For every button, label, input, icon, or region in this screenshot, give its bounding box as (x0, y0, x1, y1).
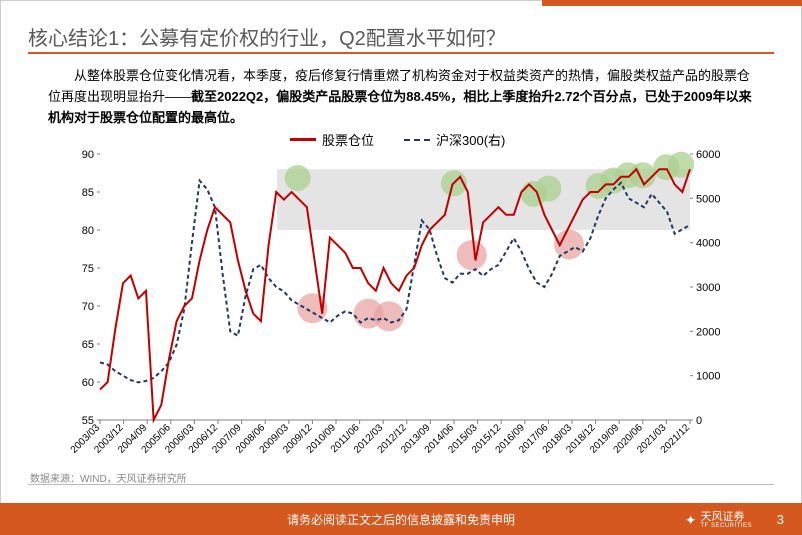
svg-text:5000: 5000 (696, 193, 720, 205)
chart-legend: 股票仓位 沪深300(右) (290, 130, 505, 149)
svg-text:4000: 4000 (696, 238, 720, 250)
svg-text:80: 80 (82, 225, 94, 237)
svg-text:85: 85 (82, 187, 94, 199)
accent-bar (542, 0, 802, 6)
svg-text:0: 0 (696, 415, 702, 427)
data-source: 数据来源：WIND，天风证券研究所 (30, 470, 187, 485)
star-icon: ✦ (685, 512, 697, 529)
chart-canvas: 5560657075808590010002000300040005000600… (70, 130, 730, 460)
footer-bar: 请务必阅读正文之后的信息披露和免责申明 ✦ 天风证券 TF SECURITIES… (0, 503, 802, 535)
svg-text:90: 90 (82, 149, 94, 161)
page-number: 3 (777, 512, 784, 527)
page-title: 核心结论1：公募有定价权的行业，Q2配置水平如何？ (28, 22, 506, 51)
body-paragraph: 从整体股票仓位变化情况看，本季度，疫后修复行情重燃了机构资金对于权益类资产的热情… (48, 66, 754, 128)
legend-item: 沪深300(右) (404, 130, 505, 149)
svg-text:6000: 6000 (696, 149, 720, 161)
title-underline (28, 52, 774, 54)
footer-logo: ✦ 天风证券 TF SECURITIES (685, 512, 752, 529)
footer-logo-sub: TF SECURITIES (700, 523, 752, 529)
main-chart: 股票仓位沪深300(右) 556065707580859001000200030… (70, 130, 730, 460)
footer-disclaimer: 请务必阅读正文之后的信息披露和免责申明 (287, 511, 515, 528)
svg-text:75: 75 (82, 263, 94, 275)
svg-text:2000: 2000 (696, 326, 720, 338)
svg-text:1000: 1000 (696, 371, 720, 383)
legend-item: 股票仓位 (290, 130, 374, 149)
svg-text:70: 70 (82, 301, 94, 313)
svg-text:60: 60 (82, 377, 94, 389)
source-divider (28, 484, 774, 485)
footer-logo-text: 天风证券 (700, 512, 752, 523)
svg-text:65: 65 (82, 339, 94, 351)
svg-text:3000: 3000 (696, 282, 720, 294)
